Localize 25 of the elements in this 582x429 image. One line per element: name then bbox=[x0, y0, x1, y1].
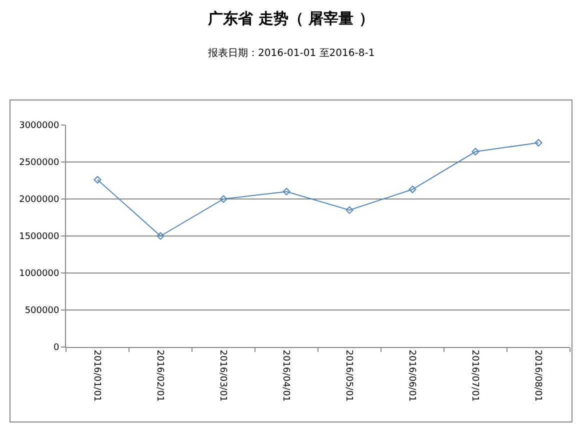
y-tick-label: 2000000 bbox=[19, 195, 60, 206]
point bbox=[472, 148, 480, 156]
point bbox=[408, 186, 416, 194]
x-tick-label: 2016/07/01 bbox=[470, 350, 480, 402]
x-tick-label: 2016/02/01 bbox=[154, 350, 165, 402]
x-tick-label: 2016/06/01 bbox=[406, 350, 417, 402]
point bbox=[156, 232, 164, 240]
x-tick-label: 2016/05/01 bbox=[344, 350, 354, 402]
x-tick-label: 2016/04/01 bbox=[280, 350, 291, 402]
y-tick-label: 3000000 bbox=[19, 121, 60, 132]
point bbox=[220, 195, 228, 203]
chart-title: 广东省 走势（ 屠宰量 ） bbox=[207, 9, 374, 28]
y-tick-label: 0 bbox=[53, 343, 60, 354]
y-tick-label: 500000 bbox=[24, 306, 60, 316]
x-tick-label: 2016/08/01 bbox=[532, 350, 543, 402]
x-tick-label: 2016/03/01 bbox=[218, 350, 228, 402]
point bbox=[534, 139, 542, 147]
y-tick-label: 2500000 bbox=[19, 158, 60, 168]
y-tick-label: 1500000 bbox=[19, 232, 60, 242]
point bbox=[282, 188, 290, 196]
chart-subtitle: 报表日期：2016-01-01 至2016-8-1 bbox=[207, 47, 375, 59]
x-tick-label: 2016/01/01 bbox=[92, 350, 102, 402]
point bbox=[346, 206, 354, 214]
point bbox=[94, 176, 102, 184]
y-tick-label: 1000000 bbox=[19, 269, 60, 280]
